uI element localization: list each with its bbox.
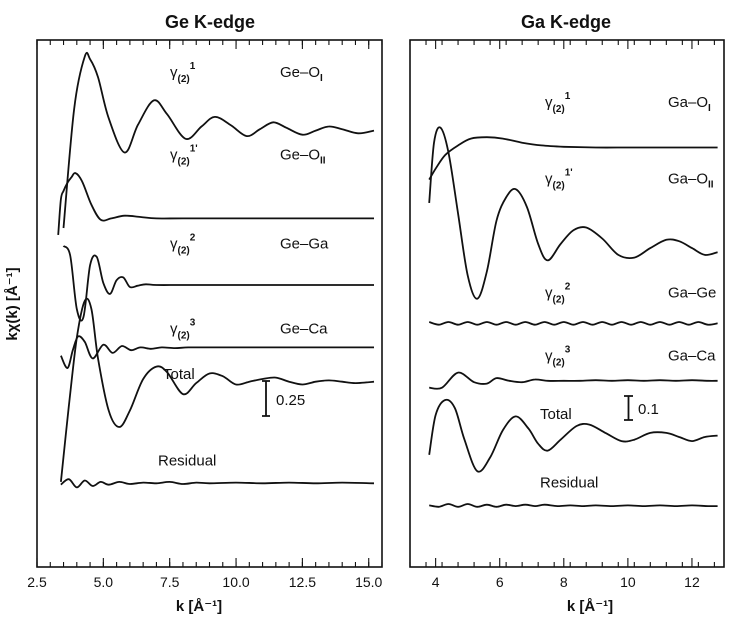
- ge-series-label-residual: Residual: [158, 452, 216, 469]
- ga-tick-label: 4: [432, 574, 440, 590]
- ge-path-label-ge-ga: γ(2)2: [170, 233, 196, 257]
- ga-panel-title: Ga K-edge: [521, 12, 611, 32]
- ga-plot-frame: [409, 39, 725, 568]
- ga-tick-label: 12: [684, 574, 700, 590]
- ga-curve-labels: γ(2)1 Ga–OI γ(2)1' Ga–OII γ(2)2 Ga–Ge γ(2)3 Ga–…: [540, 91, 716, 492]
- ga-series-label-residual: Residual: [540, 475, 598, 492]
- ge-path-label-ge-o-i: γ(2)1: [170, 61, 196, 85]
- ge-y-axis-label: kχ(k) [Å⁻¹]: [4, 267, 21, 340]
- ga-path-label-ga-ge: γ(2)2: [545, 281, 571, 305]
- ge-panel: Ge K-edge 2.5 5.0 7.5 10.0 12.5 15.0 γ(2)1 Ge–…: [4, 12, 383, 615]
- ga-tick-label: 6: [496, 574, 504, 590]
- ga-curve-ga-ge: [428, 321, 718, 326]
- ga-curve-ga-o-ii: [428, 126, 718, 300]
- ge-curve-ge-o-i: [62, 51, 375, 229]
- ga-curve-residual: [429, 503, 718, 508]
- ga-series-label-ga-ca: Ga–Ca: [668, 347, 716, 364]
- ga-series-label-ga-ge: Ga–Ge: [668, 284, 716, 301]
- ga-tick-label: 10: [620, 574, 636, 590]
- ge-series-label-ge-o-i: Ge–OI: [280, 64, 323, 84]
- ge-x-axis-label: k [Å⁻¹]: [176, 598, 222, 615]
- ga-panel: Ga K-edge 4 6 8 10 12 γ(2)1 Ga–OI γ(2)1' Ga–OII…: [409, 12, 725, 615]
- ga-x-ticks: 4 6 8 10 12: [409, 40, 715, 590]
- ge-tick-label: 5.0: [94, 574, 114, 590]
- ge-curve-ge-ca: [60, 335, 374, 369]
- ge-curve-ge-o-ii: [57, 172, 374, 235]
- ge-path-label-ge-o-ii: γ(2)1': [170, 143, 198, 167]
- ge-tick-label: 15.0: [355, 574, 382, 590]
- ge-x-ticks: 2.5 5.0 7.5 10.0 12.5 15.0: [27, 40, 383, 590]
- ga-curves: [428, 126, 718, 508]
- ga-path-label-ga-o-ii: γ(2)1': [545, 168, 573, 192]
- ga-scale-bar: 0.1: [624, 395, 659, 421]
- ge-curve-ge-ga: [62, 245, 374, 322]
- ge-series-label-total: Total: [163, 366, 195, 383]
- ge-tick-label: 10.0: [222, 574, 249, 590]
- ge-scale-bar-label: 0.25: [276, 392, 305, 409]
- ga-curve-ga-ca: [429, 371, 718, 390]
- ge-tick-label: 12.5: [289, 574, 316, 590]
- ge-curve-residual: [60, 478, 375, 489]
- ge-path-label-ge-ca: γ(2)3: [170, 318, 196, 342]
- ge-series-label-ge-o-ii: Ge–OII: [280, 146, 326, 166]
- ge-curve-total: [60, 297, 375, 482]
- ga-scale-bar-label: 0.1: [638, 401, 659, 418]
- ga-series-label-ga-o-i: Ga–OI: [668, 94, 711, 114]
- ge-curve-labels: γ(2)1 Ge–OI γ(2)1' Ge–OII γ(2)2 Ge–Ga γ(2)3 Ge–…: [158, 61, 329, 469]
- ga-path-label-ga-o-i: γ(2)1: [545, 91, 571, 115]
- ge-curves: [57, 51, 375, 489]
- ga-x-axis-label: k [Å⁻¹]: [567, 598, 613, 615]
- ge-series-label-ge-ca: Ge–Ca: [280, 321, 328, 338]
- ga-curve-total: [428, 398, 718, 473]
- ge-panel-title: Ge K-edge: [165, 12, 255, 32]
- ga-tick-label: 8: [560, 574, 568, 590]
- ge-tick-label: 2.5: [27, 574, 47, 590]
- ga-path-label-ga-ca: γ(2)3: [545, 344, 571, 368]
- ge-scale-bar: 0.25: [262, 380, 305, 417]
- ga-series-label-total: Total: [540, 406, 572, 423]
- ge-tick-label: 7.5: [160, 574, 180, 590]
- ge-series-label-ge-ga: Ge–Ga: [280, 236, 329, 253]
- ga-series-label-ga-o-ii: Ga–OII: [668, 171, 714, 191]
